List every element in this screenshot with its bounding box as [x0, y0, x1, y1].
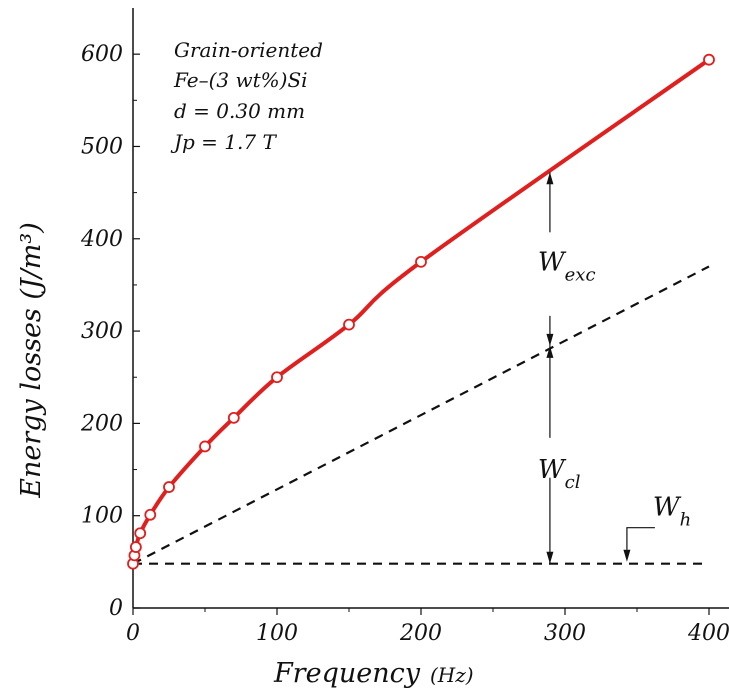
y-tick-label: 600 — [81, 42, 123, 67]
data-point-marker — [227, 411, 240, 424]
loss-component-subscript: cl — [565, 472, 581, 493]
data-point-marker — [144, 508, 157, 521]
loss-component-label: Wcl — [538, 455, 581, 493]
series-markers — [127, 53, 715, 570]
data-point-marker — [199, 440, 211, 453]
data-point-marker — [343, 318, 355, 331]
y-tick-label: 500 — [81, 134, 123, 159]
annotation-line: d = 0.30 mm — [174, 99, 305, 123]
x-tick-label: 400 — [687, 621, 729, 646]
annotation-line: Jp = 1.7 T — [170, 130, 277, 154]
ticks: 0 100 200 300 400 500 600 0 100 200 300 400 — [80, 42, 729, 646]
data-point-marker — [703, 53, 715, 66]
y-tick-label: 100 — [81, 504, 123, 529]
data-point-marker — [134, 527, 147, 540]
y-tick-label: 0 — [109, 596, 123, 621]
loss-component-label: Wexc — [538, 247, 596, 285]
dashed-series-line — [132, 265, 710, 565]
y-axis-title: Energy losses (J/m³) — [16, 222, 47, 499]
data-point-marker — [163, 481, 175, 493]
loss-component-subscript: exc — [565, 264, 596, 285]
loss-components: Wexc Wcl Wh — [538, 172, 691, 564]
annotation-line: Grain-oriented — [174, 38, 323, 62]
data-point-marker — [129, 541, 142, 553]
arrow-head — [623, 549, 631, 562]
arrow-head — [546, 345, 554, 358]
loss-component-subscript: h — [680, 510, 692, 531]
axes — [132, 8, 729, 609]
x-tick-label: 300 — [544, 621, 586, 646]
data-point-marker — [415, 255, 427, 268]
arrow-head — [546, 172, 554, 185]
x-tick-label: 200 — [399, 621, 442, 646]
annotation-line: Fe–(3 wt%)Si — [173, 68, 308, 92]
x-tick-label: 0 — [126, 621, 140, 646]
data-point-marker — [271, 371, 283, 384]
loss-component-label: Wh — [653, 493, 691, 531]
arrow-head — [546, 333, 554, 346]
w-h-pointer-line — [626, 527, 655, 550]
y-tick-label: 300 — [81, 319, 123, 344]
x-axis-unit: (Hz) — [430, 663, 474, 687]
arrow-head — [546, 551, 554, 564]
x-tick-label: 100 — [256, 621, 298, 646]
material-annotation: Grain-oriented Fe–(3 wt%)Si d = 0.30 mm … — [170, 38, 323, 154]
x-axis-title: Frequency — [273, 658, 421, 689]
y-tick-label: 400 — [80, 227, 123, 252]
y-tick-label: 200 — [80, 411, 123, 436]
